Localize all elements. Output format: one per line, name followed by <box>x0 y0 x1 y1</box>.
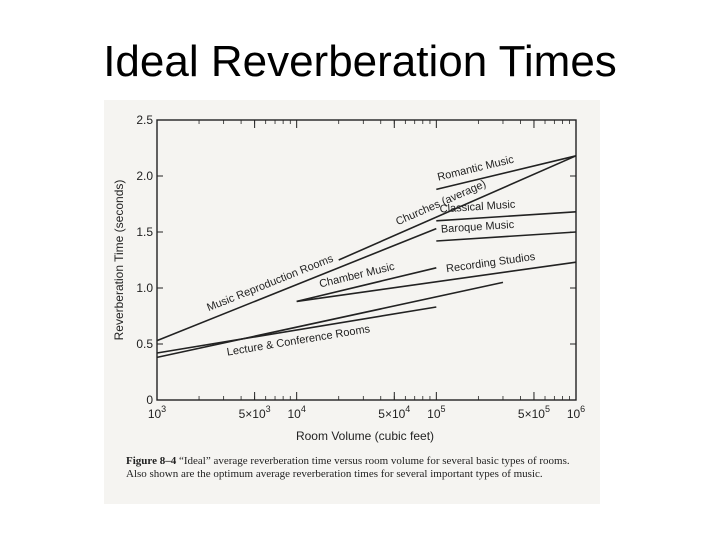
y-axis-label: Reverberation Time (seconds) <box>112 180 126 341</box>
series-line-baroque-music <box>436 231 577 242</box>
series-label-recording-studios: Recording Studios <box>445 251 536 275</box>
scanned-figure <box>104 100 600 504</box>
series-label-music-reproduction-rooms: Music Reproduction Rooms <box>205 252 335 314</box>
x-tick-label: 103 <box>148 404 166 421</box>
y-tick-label: 1.0 <box>136 281 153 295</box>
series-line-lecture-conference-rooms <box>156 306 437 354</box>
caption-text: “Ideal” average reverberation time versu… <box>126 455 570 480</box>
x-tick-label: 104 <box>287 404 305 421</box>
series-line-music-reproduction-rooms <box>156 227 437 342</box>
series-line-unlabeled <box>156 281 504 359</box>
series-line-churches-average <box>338 155 577 261</box>
series-line-recording-studios <box>296 261 577 303</box>
series-label-classical-music: Classical Music <box>439 199 516 216</box>
x-tick-label: 5×103 <box>239 404 271 421</box>
series-label-baroque-music: Baroque Music <box>441 219 515 236</box>
caption-figure-number: Figure 8–4 <box>126 455 177 467</box>
x-axis-label: Room Volume (cubic feet) <box>296 429 434 443</box>
x-tick-label: 106 <box>567 404 585 421</box>
series-lines-group <box>156 155 577 359</box>
y-tick-label: 2.5 <box>136 113 153 127</box>
x-tick-label: 105 <box>427 404 445 421</box>
x-tick-label: 5×104 <box>378 404 410 421</box>
series-label-lecture-conference-rooms: Lecture & Conference Rooms <box>226 323 371 358</box>
y-tick-label: 1.5 <box>136 225 153 239</box>
series-line-romantic-music <box>436 155 577 191</box>
x-tick-label: 5×105 <box>518 404 550 421</box>
figure-caption: Figure 8–4 “Ideal” average reverberation… <box>126 455 586 481</box>
series-line-classical-music <box>436 211 577 222</box>
y-tick-label: 2.0 <box>136 169 153 183</box>
axes-group <box>156 119 577 401</box>
y-tick-label: 0 <box>146 393 153 407</box>
slide-title: Ideal Reverberation Times <box>103 37 617 86</box>
series-line-chamber-music <box>296 267 437 303</box>
ticks-group: 0 0.5 1.0 1.5 2.0 2.5 103 5×103 104 5×104 105 5×105… <box>136 113 585 421</box>
plot-frame <box>156 119 577 401</box>
y-tick-label: 0.5 <box>136 337 153 351</box>
